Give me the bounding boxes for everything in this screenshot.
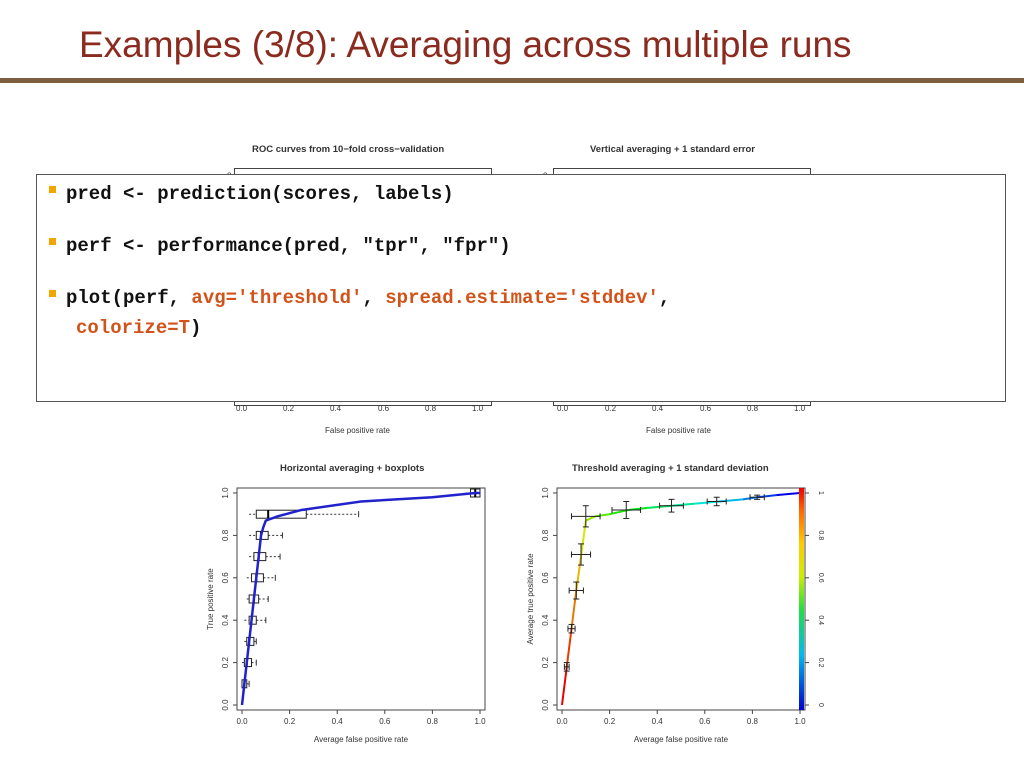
colorbar-tick-label: 1 [817, 491, 824, 495]
hz-y-tick-label: 0.0 [221, 699, 230, 711]
code-text: plot(perf, [66, 287, 192, 309]
hz-x-tick-label: 0.2 [284, 717, 296, 726]
th-y-tick-label: 0.2 [541, 656, 550, 668]
colorbar-tick-label: 0 [817, 703, 824, 707]
hz-x-tick-label: 0.4 [332, 717, 344, 726]
hz-x-tick-label: 0.8 [427, 717, 439, 726]
x-tick: 0.4 [652, 404, 664, 413]
th-x-tick-label: 0.4 [652, 717, 664, 726]
x-tick: 0.6 [378, 404, 390, 413]
x-tick: 0.0 [236, 404, 248, 413]
code-line-3-cont: colorize=T) [76, 313, 201, 343]
code-text: perf <- performance(pred, "tpr", "fpr") [66, 235, 511, 257]
th-y-tick-label: 0.6 [541, 572, 550, 584]
x-tick: 1.0 [794, 404, 806, 413]
th-plot-frame [556, 487, 806, 711]
th-x-tick-label: 1.0 [794, 717, 806, 726]
colorized-curve-segment [609, 508, 629, 516]
chart-threshold-averaging: 0.0 0.2 0.4 0.6 0.8 1.0 0.0 0.2 0.4 0.6 0.8 1.0 Aver… [526, 487, 824, 744]
top-right-xlabel: False positive rate [646, 426, 711, 435]
x-tick: 1.0 [472, 404, 484, 413]
code-text: pred <- prediction(scores, labels) [66, 183, 454, 205]
x-tick: 0.8 [747, 404, 759, 413]
bullet-icon [49, 186, 56, 194]
th-x-tick-label: 0.6 [699, 717, 711, 726]
code-text: , [362, 287, 386, 309]
hz-x-tick-label: 0.0 [236, 717, 248, 726]
code-text: , [658, 287, 671, 309]
colorized-curve-segment [585, 515, 596, 522]
code-text: ) [190, 317, 202, 339]
chart-title-threshold: Threshold averaging + 1 standard deviati… [572, 463, 769, 474]
top-left-chart-title: ROC curves from 10−fold cross−validation [252, 144, 445, 155]
hz-y-tick-label: 0.2 [221, 656, 230, 668]
tpr-average-line [240, 491, 480, 706]
colorbar [799, 488, 804, 710]
code-line-2: perf <- performance(pred, "tpr", "fpr") [49, 231, 511, 261]
th-y-tick-label: 0.0 [541, 699, 550, 711]
th-x-tick-label: 0.8 [747, 717, 759, 726]
hz-ylabel: True positive rate [206, 568, 215, 630]
hz-x-tick-label: 1.0 [474, 717, 486, 726]
colorbar-tick-label: 0.4 [817, 615, 824, 625]
th-y-tick-label: 1.0 [541, 487, 550, 499]
th-y-tick-label: 0.8 [541, 529, 550, 541]
th-x-tick-label: 0.0 [556, 717, 568, 726]
top-right-chart-title: Vertical averaging + 1 standard error [590, 144, 756, 155]
hz-plot-frame [236, 487, 486, 711]
title-divider [0, 78, 1024, 83]
bullet-icon [49, 290, 56, 298]
x-tick: 0.2 [283, 404, 295, 413]
hz-y-tick-label: 0.8 [221, 529, 230, 541]
chart-title-horizontal: Horizontal averaging + boxplots [280, 463, 425, 474]
boxplot-box [255, 509, 307, 519]
colorized-curve-segment [561, 666, 568, 706]
code-line-1: pred <- prediction(scores, labels) [49, 179, 454, 209]
bullet-icon [49, 238, 56, 246]
hz-x-tick-label: 0.6 [379, 717, 391, 726]
colorized-curve-segment [580, 520, 587, 557]
hz-xlabel: Average false positive rate [314, 735, 409, 744]
x-tick: 0.2 [605, 404, 617, 413]
colorized-curve-segment [565, 628, 573, 667]
colorbar-tick-label: 0.6 [817, 573, 824, 583]
top-left-xlabel: False positive rate [325, 426, 390, 435]
code-highlight: avg='threshold' [191, 287, 363, 309]
hz-y-tick-label: 0.6 [221, 572, 230, 584]
colorized-curve-segment [570, 590, 578, 629]
code-highlight: spread.estimate='stddev' [385, 287, 659, 309]
chart-horizontal-averaging: 0.0 0.2 0.4 0.6 0.8 1.0 0.0 0.2 0.4 0.6 0.8 1.0 Aver… [206, 487, 486, 744]
th-y-tick-label: 0.4 [541, 614, 550, 626]
th-xlabel: Average false positive rate [634, 735, 729, 744]
x-tick: 0.4 [330, 404, 342, 413]
hz-y-tick-label: 0.4 [221, 614, 230, 626]
x-tick: 0.0 [557, 404, 569, 413]
th-x-tick-label: 0.2 [604, 717, 616, 726]
colorbar-tick-label: 0.2 [817, 658, 824, 668]
x-tick: 0.8 [425, 404, 437, 413]
x-tick: 0.6 [700, 404, 712, 413]
colorized-curve-segment [776, 492, 801, 497]
colorbar-tick-label: 0.8 [817, 531, 824, 541]
slide-title: Examples (3/8): Averaging across multipl… [79, 24, 852, 65]
th-ylabel: Average true positive rate [526, 553, 535, 645]
code-line-3: plot(perf, avg='threshold', spread.estim… [49, 283, 670, 313]
hz-y-tick-label: 1.0 [221, 487, 230, 499]
colorized-curve-segment [575, 556, 583, 591]
code-box: pred <- prediction(scores, labels) perf … [36, 174, 1006, 402]
code-highlight: colorize=T [76, 317, 191, 339]
